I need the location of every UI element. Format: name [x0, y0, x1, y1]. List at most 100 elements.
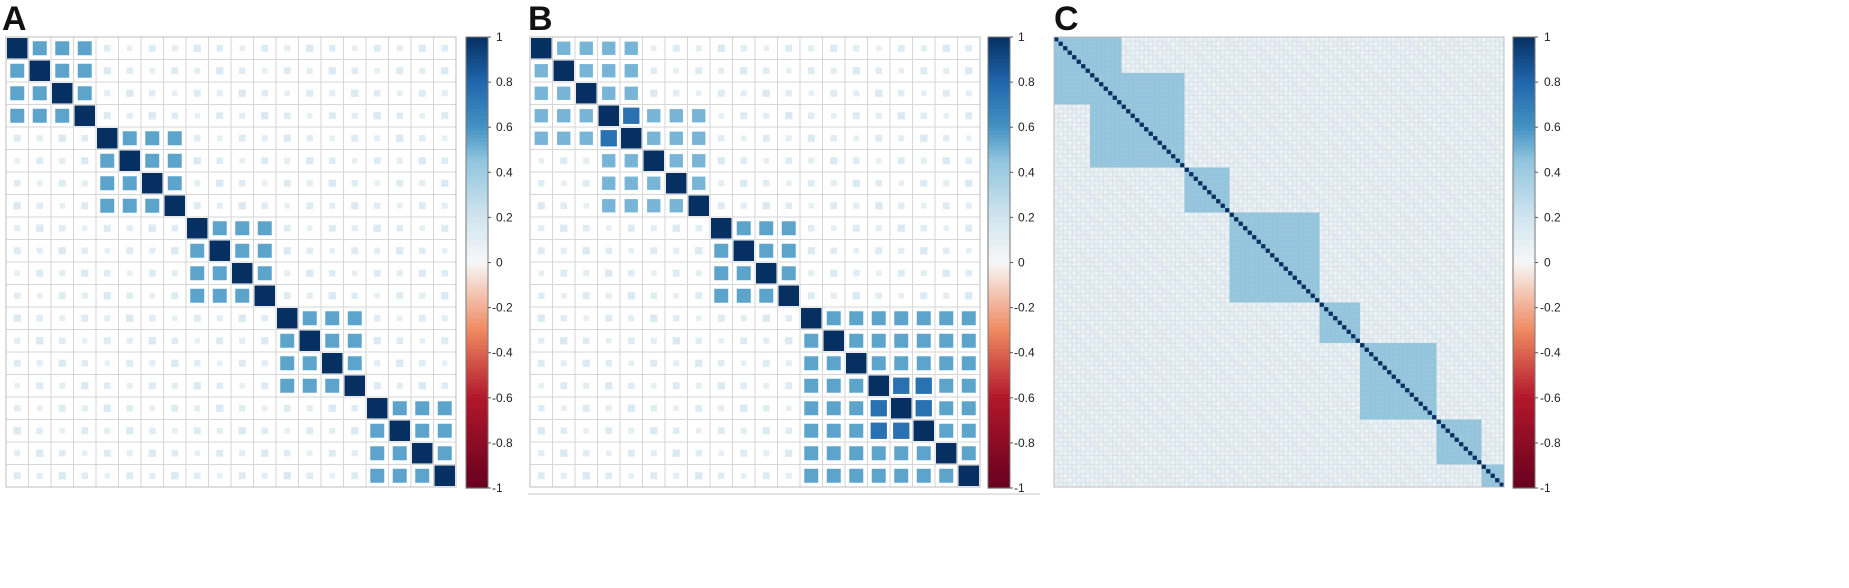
heatmap-cell — [1463, 118, 1469, 123]
heatmap-cell — [1364, 127, 1370, 132]
heatmap-cell — [1211, 185, 1217, 191]
heatmap-cell — [1288, 73, 1293, 78]
heatmap-cell — [1238, 118, 1244, 123]
heatmap-cell — [1117, 208, 1122, 213]
heatmap-cell — [785, 180, 792, 187]
colorbar-segment — [988, 89, 1010, 94]
heatmap-cell — [1216, 55, 1221, 60]
heatmap-cell — [740, 44, 748, 52]
heatmap-cell — [1495, 122, 1500, 128]
heatmap-cell — [351, 292, 359, 300]
heatmap-cell — [1225, 59, 1230, 65]
heatmap-cell — [190, 288, 205, 303]
heatmap-cell — [688, 195, 709, 216]
colorbar-tick-label: 0 — [1018, 256, 1025, 270]
heatmap-cell — [261, 427, 269, 435]
heatmap-cell — [36, 427, 44, 435]
heatmap-cell — [849, 423, 864, 438]
heatmap-cell — [1202, 113, 1208, 119]
heatmap-cell — [59, 202, 66, 209]
heatmap-cell — [1121, 41, 1127, 47]
heatmap-cell — [1180, 154, 1185, 159]
heatmap-cell — [1234, 77, 1239, 83]
heatmap-cell — [1274, 77, 1280, 83]
heatmap-cell — [1229, 113, 1235, 119]
heatmap-cell — [1166, 46, 1172, 51]
heatmap-cell — [1450, 185, 1455, 191]
heatmap-cell — [1279, 185, 1284, 191]
heatmap-cell — [920, 45, 927, 52]
heatmap-cell — [1085, 158, 1091, 164]
heatmap-cell — [1373, 37, 1379, 42]
colorbar-b: 10.80.60.40.20-0.2-0.4-0.6-0.8-1 — [987, 30, 1035, 495]
heatmap-cell — [1328, 140, 1334, 146]
heatmap-cell — [1459, 122, 1464, 128]
heatmap-cell — [1234, 149, 1239, 155]
heatmap-cell — [1355, 172, 1361, 177]
heatmap-cell — [583, 427, 590, 434]
heatmap-cell — [171, 359, 179, 367]
heatmap-cell — [1301, 68, 1307, 74]
heatmap-cell — [1247, 59, 1253, 65]
colorbar-segment — [988, 142, 1010, 147]
heatmap-cell — [1387, 100, 1392, 105]
heatmap-cell — [1481, 176, 1487, 182]
heatmap-cell — [1382, 203, 1388, 209]
heatmap-cell — [672, 269, 680, 277]
heatmap-cell — [1085, 55, 1091, 60]
heatmap-cell — [1270, 149, 1275, 155]
heatmap-cell — [695, 90, 702, 97]
heatmap-cell — [1382, 122, 1388, 128]
heatmap-cell — [1328, 64, 1334, 69]
heatmap-cell — [1148, 190, 1154, 195]
colorbar-segment — [466, 254, 488, 260]
heatmap-cell — [804, 356, 819, 371]
heatmap-cell — [1112, 199, 1118, 204]
heatmap-cell — [1153, 109, 1158, 114]
heatmap-cell — [1355, 167, 1361, 173]
heatmap-cell — [1112, 118, 1118, 123]
heatmap-cell — [537, 247, 545, 255]
heatmap-cell — [1265, 122, 1271, 128]
heatmap-cell — [853, 90, 860, 97]
heatmap-cell — [100, 153, 115, 168]
heatmap-cell — [1121, 158, 1127, 164]
heatmap-cell — [1414, 95, 1419, 101]
heatmap-cell — [1324, 149, 1329, 155]
heatmap-cell — [1405, 163, 1410, 168]
heatmap-cell — [328, 404, 336, 412]
heatmap-cell — [1310, 199, 1316, 204]
heatmap-cell — [1085, 199, 1091, 204]
heatmap-cell — [1189, 64, 1194, 69]
heatmap-cell — [55, 108, 70, 123]
heatmap-cell — [1315, 118, 1320, 123]
heatmap-cell — [1189, 82, 1194, 87]
heatmap-cell — [756, 263, 777, 284]
heatmap-cell — [1400, 176, 1406, 182]
heatmap-cell — [1207, 41, 1212, 47]
heatmap-cell — [647, 199, 661, 213]
heatmap-cell — [1499, 140, 1505, 146]
heatmap-cell — [1319, 181, 1325, 186]
heatmap-cell — [602, 41, 616, 55]
heatmap-cell — [1409, 109, 1415, 114]
heatmap-cell — [1432, 127, 1437, 132]
colorbar-segment — [988, 168, 1010, 173]
heatmap-cell — [1283, 37, 1289, 42]
heatmap-cell — [1193, 154, 1199, 159]
heatmap-cell — [1409, 190, 1415, 195]
heatmap-cell — [1288, 41, 1293, 47]
heatmap-cell — [1238, 109, 1244, 114]
heatmap-cell — [1378, 46, 1383, 51]
heatmap-cell — [1445, 95, 1451, 101]
heatmap-cell — [1409, 163, 1415, 168]
heatmap-cell — [1270, 113, 1275, 119]
heatmap-cell — [1301, 172, 1307, 177]
heatmap-cell — [1454, 199, 1460, 204]
heatmap-cell — [306, 292, 313, 299]
heatmap-cell — [1211, 122, 1217, 128]
heatmap-cell — [1454, 64, 1460, 69]
heatmap-cell — [1265, 145, 1271, 150]
heatmap-cell — [418, 269, 426, 277]
heatmap-cell — [1162, 55, 1167, 60]
